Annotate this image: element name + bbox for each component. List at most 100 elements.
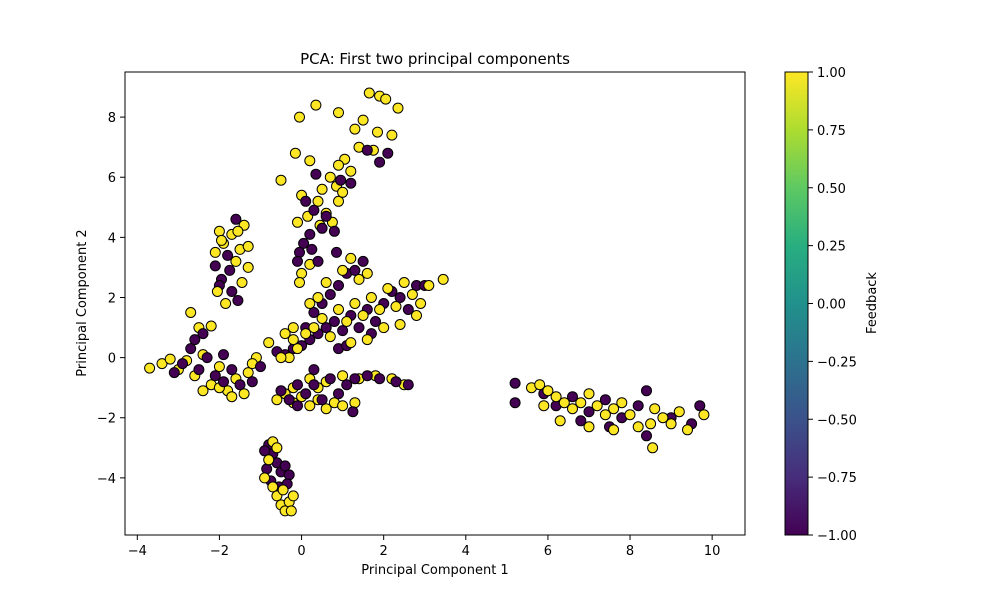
scatter-point [287, 490, 299, 502]
scatter-point [382, 147, 394, 159]
scatter-point [583, 421, 595, 433]
scatter-point [694, 400, 706, 412]
scatter-point [289, 147, 301, 159]
scatter-point [296, 267, 308, 279]
scatter-point [632, 400, 644, 412]
scatter-point [242, 240, 254, 252]
scatter-point [337, 264, 349, 276]
scatter-point [361, 267, 373, 279]
scatter-point [308, 204, 320, 216]
scatter-point [649, 403, 661, 415]
scatter-point [345, 177, 357, 189]
scatter-point [279, 460, 291, 472]
scatter-point [357, 255, 369, 267]
scatter-point [316, 183, 328, 195]
scatter-point [230, 213, 242, 225]
scatter-point [304, 400, 316, 412]
scatter-point [361, 370, 373, 382]
scatter-point [567, 403, 578, 415]
x-axis-label: Principal Component 1 [361, 563, 508, 578]
scatter-point [337, 325, 349, 337]
scatter-point [308, 364, 320, 376]
scatter-point [324, 331, 336, 343]
scatter-point [320, 277, 332, 288]
colorbar-tick-label: −1.00 [817, 529, 857, 544]
scatter-point [698, 409, 710, 421]
scatter-point [275, 174, 287, 186]
scatter-point [341, 316, 353, 327]
scatter-point [226, 391, 238, 403]
colorbar-tick-label: −0.50 [817, 413, 857, 428]
scatter-point [259, 472, 271, 484]
scatter-point [238, 388, 250, 400]
scatter-point [324, 373, 336, 385]
scatter-point [575, 397, 587, 409]
scatter-point [415, 298, 427, 309]
scatter-points [144, 87, 710, 517]
x-tick-label: 6 [544, 544, 552, 559]
scatter-point [216, 234, 227, 246]
scatter-point [197, 328, 209, 340]
y-tick-label: −2 [97, 412, 116, 427]
scatter-point [550, 391, 562, 403]
scatter-point [283, 469, 295, 481]
scatter-point [682, 424, 693, 436]
scatter-point [394, 292, 406, 303]
scatter-point [306, 243, 318, 255]
scatter-point [232, 225, 244, 237]
scatter-point [374, 304, 386, 315]
scatter-point [370, 316, 381, 327]
scatter-point [347, 406, 359, 418]
scatter-point [583, 406, 595, 418]
scatter-point [242, 261, 254, 273]
scatter-point [406, 289, 418, 300]
x-axis-ticks: −4 −2 0 2 4 6 8 10 [128, 535, 720, 559]
scatter-point [226, 286, 238, 297]
scatter-point [292, 255, 303, 267]
scatter-point [279, 328, 291, 340]
scatter-point [386, 129, 398, 141]
y-tick-label: 0 [108, 352, 116, 367]
scatter-point [538, 400, 550, 412]
scatter-point [320, 322, 332, 334]
colorbar [784, 71, 809, 536]
scatter-point [534, 379, 546, 391]
scatter-point [673, 406, 685, 418]
scatter-point [168, 367, 180, 379]
scatter-point [341, 379, 353, 391]
scatter-point [509, 397, 521, 409]
scatter-point [411, 310, 422, 321]
colorbar-label: Feedback [865, 272, 880, 334]
scatter-point [300, 195, 312, 207]
scatter-point [632, 421, 644, 433]
scatter-point [275, 385, 287, 397]
scatter-point [641, 430, 652, 442]
scatter-point [599, 394, 611, 406]
scatter-point [316, 222, 328, 234]
scatter-point [312, 195, 324, 207]
scatter-point [292, 400, 303, 412]
scatter-point [361, 144, 373, 156]
scatter-point [437, 273, 449, 285]
scatter-point [402, 304, 414, 315]
scatter-point [608, 424, 620, 436]
scatter-point [201, 352, 213, 364]
scatter-point [193, 364, 205, 376]
colorbar-ticks: −1.00 −0.75 −0.50 −0.25 0.00 0.25 0.50 0.75 1.00 [808, 66, 857, 544]
scatter-point [246, 376, 258, 388]
scatter-point [392, 102, 404, 114]
scatter-point [144, 362, 156, 374]
scatter-point [234, 379, 246, 391]
scatter-point [353, 273, 365, 285]
scatter-point [345, 337, 357, 349]
scatter-point [365, 292, 377, 303]
scatter-point [591, 400, 603, 412]
scatter-point [236, 277, 248, 288]
scatter-point [402, 379, 414, 391]
scatter-point [259, 445, 271, 457]
x-tick-label: −4 [128, 544, 147, 559]
scatter-point [333, 280, 344, 291]
scatter-point [349, 123, 361, 135]
